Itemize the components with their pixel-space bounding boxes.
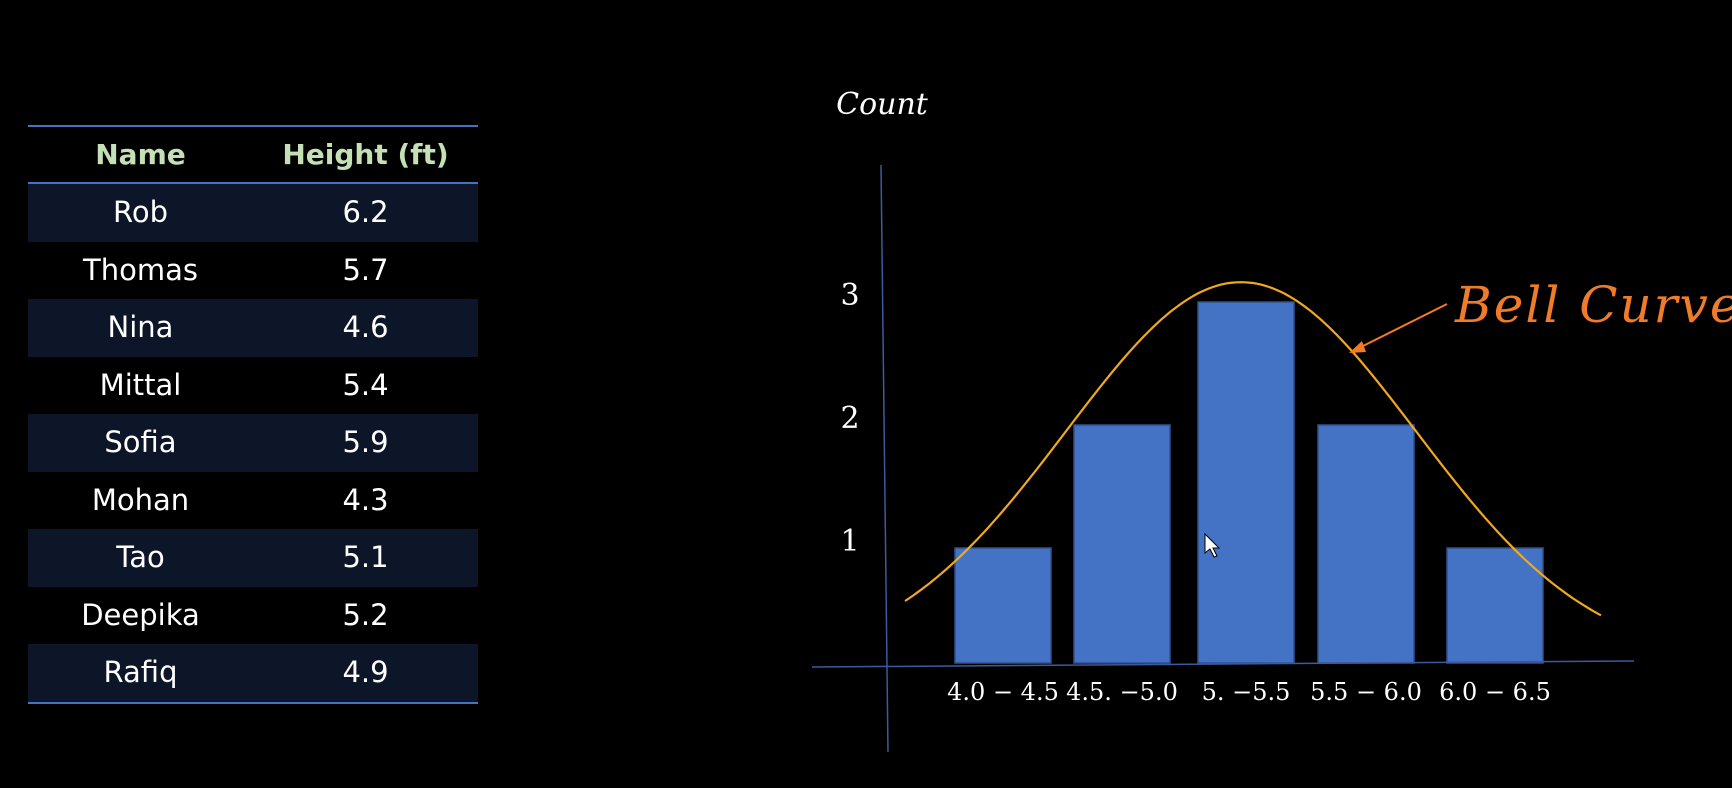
bell-curve-line [904,281,1602,617]
annotation-arrow-head [1349,341,1366,353]
cell-height: 4.9 [342,655,389,689]
cell-height: 5.7 [342,252,389,287]
cell-height: 5.1 [342,540,389,574]
bar [1073,424,1171,664]
x-tick-label: 6.0 − 6.5 [1439,678,1551,706]
table-top-rule [28,125,478,127]
table-row: Sofia 5.9 [28,414,478,472]
x-tick-label: 5. −5.5 [1202,678,1291,706]
y-axis-label: Count [836,87,929,122]
bars-group [954,301,1544,664]
cell-height: 5.2 [342,597,389,632]
table-row: Mohan 4.3 [28,472,478,530]
y-axis-line [880,164,889,753]
table-row: Rafiq 4.9 [28,644,478,702]
curve-group [904,281,1602,617]
header-height: Height (ft) [282,138,449,171]
table-row: Tao 5.1 [28,529,478,587]
table-row: Nina 4.6 [28,299,478,357]
cell-name: Mittal [99,367,182,402]
table-row: Deepika 5.2 [28,587,478,645]
x-tick-label: 5.5 − 6.0 [1310,678,1422,706]
y-tick-label: 2 [840,401,859,436]
cell-name: Tao [116,540,165,574]
bar [954,547,1052,664]
annotation-group: Bell Curve [1349,276,1732,353]
y-tick-label: 3 [840,278,859,313]
bar [1317,424,1415,664]
axes-group: Count [811,87,1635,753]
cell-height: 4.3 [342,482,389,517]
x-axis-line [811,660,1635,668]
table-header-rule [28,182,478,184]
cursor-group [1204,532,1221,558]
table-row: Mittal 5.4 [28,357,478,415]
table-row: Thomas 5.7 [28,242,478,300]
cell-name: Thomas [83,252,198,287]
cell-name: Rafiq [103,655,178,689]
header-name: Name [95,138,186,171]
bar [1446,547,1544,664]
table-row: Rob 6.2 [28,184,478,242]
x-tick-label: 4.5. −5.0 [1066,678,1178,706]
ticks-group: 1 2 3 4.0 − 4.5 4.5. −5.0 5. −5.5 5.5 − 6.0 6.0… [840,278,1550,706]
table-header-row: Name Height (ft) [28,127,478,183]
bell-curve-annotation: Bell Curve [1454,276,1732,334]
x-tick-label: 4.0 − 4.5 [947,678,1059,706]
cell-height: 4.6 [342,310,389,344]
cell-height: 6.2 [342,195,389,229]
cell-name: Nina [107,310,174,344]
y-tick-label: 1 [840,524,859,559]
cell-height: 5.9 [342,425,389,459]
cell-name: Mohan [91,482,190,517]
cell-height: 5.4 [342,367,389,402]
cell-name: Deepika [81,597,200,632]
cell-name: Sofia [104,425,177,459]
table-bottom-rule [28,701,478,704]
cell-name: Rob [113,195,168,229]
mouse-cursor-icon [1204,532,1221,558]
bar [1197,301,1295,664]
annotation-arrow-line [1354,303,1448,351]
